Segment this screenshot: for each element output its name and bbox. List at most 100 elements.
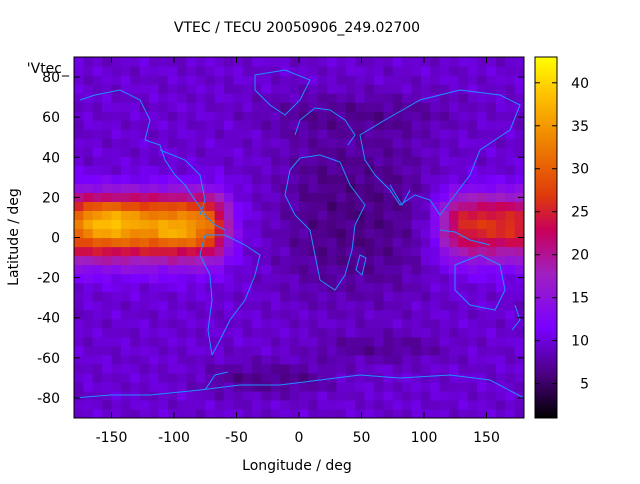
heatmap-cell <box>242 390 253 401</box>
heatmap-cell <box>252 264 263 275</box>
heatmap-cell <box>486 75 497 85</box>
heatmap-cell <box>280 309 291 320</box>
heatmap-cell <box>280 273 291 284</box>
heatmap-cell <box>149 237 159 248</box>
heatmap-cell <box>289 138 300 148</box>
heatmap-cell <box>477 165 488 175</box>
heatmap-cell <box>233 129 244 139</box>
heatmap-cell <box>402 381 413 392</box>
heatmap-cell <box>420 156 431 166</box>
heatmap-cell <box>336 345 347 356</box>
heatmap-cell <box>327 390 338 401</box>
heatmap-cell <box>167 120 178 130</box>
heatmap-cell <box>195 165 206 175</box>
heatmap-cell <box>317 354 328 365</box>
heatmap-cell <box>92 345 103 356</box>
heatmap-cell <box>139 390 150 401</box>
heatmap-cell <box>224 174 234 184</box>
heatmap-cell <box>74 156 84 166</box>
heatmap-cell <box>233 273 244 284</box>
heatmap-cell <box>233 372 244 383</box>
heatmap-cell <box>186 93 197 103</box>
heatmap-cell <box>411 237 422 248</box>
heatmap-cell <box>458 228 469 239</box>
heatmap-cell <box>167 84 178 94</box>
heatmap-cell <box>280 138 291 148</box>
heatmap-cell <box>439 183 450 193</box>
heatmap-cell <box>242 255 253 266</box>
heatmap-cell <box>420 300 431 311</box>
heatmap-cell <box>495 210 506 221</box>
heatmap-cell <box>364 138 375 148</box>
heatmap-cell <box>439 345 450 356</box>
heatmap-cell <box>308 318 319 329</box>
heatmap-cell <box>167 309 178 320</box>
heatmap-cell <box>195 282 206 293</box>
heatmap-cell <box>505 147 516 157</box>
heatmap-cell <box>167 291 178 302</box>
heatmap-cell <box>364 156 375 166</box>
heatmap-cell <box>327 156 338 166</box>
heatmap-cell <box>270 273 281 284</box>
heatmap-cell <box>392 156 403 166</box>
heatmap-cell <box>308 345 319 356</box>
heatmap-cell <box>139 192 150 203</box>
heatmap-cell <box>317 273 328 284</box>
heatmap-cell <box>317 93 328 103</box>
heatmap-cell <box>289 327 300 338</box>
heatmap-cell <box>214 93 225 103</box>
heatmap-cell <box>111 84 122 94</box>
heatmap-cell <box>252 156 263 166</box>
heatmap-cell <box>280 327 291 338</box>
heatmap-cell <box>505 237 516 248</box>
heatmap-cell <box>477 363 488 374</box>
heatmap-cell <box>355 147 366 157</box>
heatmap-cell <box>449 408 459 418</box>
heatmap-cell <box>317 75 328 85</box>
heatmap-cell <box>505 354 516 365</box>
heatmap-cell <box>130 246 141 257</box>
heatmap-cell <box>345 354 356 365</box>
heatmap-cell <box>120 138 131 148</box>
heatmap-cell <box>289 309 300 320</box>
heatmap-cell <box>111 174 122 184</box>
heatmap-cell <box>270 318 281 329</box>
heatmap-cell <box>420 309 431 320</box>
heatmap-cell <box>149 300 159 311</box>
heatmap-cell <box>411 327 422 338</box>
heatmap-cell <box>486 111 497 121</box>
heatmap-cell <box>149 156 159 166</box>
heatmap-cell <box>92 84 103 94</box>
heatmap-cell <box>458 327 469 338</box>
heatmap-cell <box>92 156 103 166</box>
heatmap-cell <box>467 228 478 239</box>
heatmap-cell <box>186 381 197 392</box>
heatmap-cell <box>317 183 328 193</box>
heatmap-cell <box>195 291 206 302</box>
heatmap-cell <box>308 372 319 383</box>
heatmap-cell <box>299 165 309 175</box>
heatmap-cell <box>383 390 394 401</box>
heatmap-cell <box>439 210 450 221</box>
heatmap-cell <box>374 273 384 284</box>
heatmap-cell <box>195 129 206 139</box>
heatmap-cell <box>261 273 272 284</box>
heatmap-cell <box>327 75 338 85</box>
heatmap-cell <box>224 75 234 85</box>
heatmap-cell <box>261 192 272 203</box>
heatmap-cell <box>392 228 403 239</box>
heatmap-cell <box>120 219 131 230</box>
heatmap-cell <box>299 228 309 239</box>
heatmap-cell <box>374 345 384 356</box>
heatmap-cell <box>233 399 244 410</box>
heatmap-cell <box>177 408 188 418</box>
heatmap-cell <box>252 309 263 320</box>
heatmap-cell <box>252 210 263 221</box>
heatmap-cell <box>149 363 159 374</box>
heatmap-cell <box>130 336 141 347</box>
heatmap-cell <box>383 291 394 302</box>
heatmap-cell <box>364 291 375 302</box>
heatmap-cell <box>139 327 150 338</box>
heatmap-cell <box>205 201 216 212</box>
heatmap-cell <box>439 318 450 329</box>
